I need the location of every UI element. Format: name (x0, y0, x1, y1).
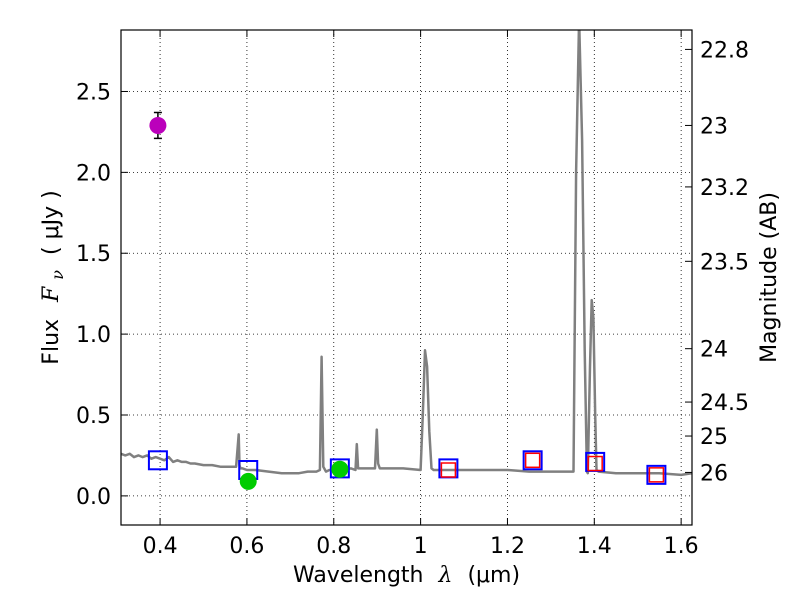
sed-model-line (121, 30, 692, 477)
observed-nir-square (587, 455, 603, 472)
y-tick-label: 1.5 (76, 242, 111, 267)
y-tick-label: 2.0 (76, 161, 111, 186)
model-photometry-square (522, 450, 543, 471)
y2-tick-label: 26 (700, 461, 728, 486)
y2-tick-label: 23 (700, 114, 728, 139)
y-tick-label: 2.5 (76, 80, 111, 105)
marker-layer (147, 111, 667, 490)
y-axis-label-symbol: F (39, 286, 64, 303)
model-photometry-square (646, 464, 667, 485)
y-tick-label: 0.5 (76, 404, 111, 429)
y-axis-label-unit: ( μJy ) (39, 190, 64, 255)
x-axis-label-text: Wavelength (293, 563, 424, 588)
model-photometry-square (147, 450, 168, 471)
grid (121, 30, 692, 525)
x-axis-label-unit: (μm) (467, 563, 520, 588)
y-tick-label: 0.0 (76, 485, 111, 510)
y-axis-label-subscript: ν (48, 270, 67, 280)
observed-nir-square (648, 467, 665, 483)
observed-nir-square (440, 462, 457, 478)
ticks: 0.4 0.6 0.8 1 1.2 1.4 1.6 0.0 0.5 1.0 1.5 2.0 2.5 22.… (76, 30, 749, 559)
x-tick-label: 0.4 (143, 534, 178, 559)
y2-tick-label: 25 (700, 425, 728, 450)
data-point (149, 116, 167, 134)
x-axis-label-symbol: λ (437, 563, 452, 588)
y-axis-label-text: Flux (39, 319, 64, 365)
x-tick-label: 1.2 (490, 534, 525, 559)
y2-tick-label: 23.2 (700, 176, 749, 201)
sed-line-layer (121, 30, 692, 477)
x-tick-label: 1.4 (577, 534, 612, 559)
x-tick-label: 0.6 (229, 534, 264, 559)
plot-frame (120, 29, 693, 526)
y2-tick-label: 22.8 (700, 38, 749, 63)
y-tick-label: 1.0 (76, 323, 111, 348)
x-tick-label: 0.8 (316, 534, 351, 559)
x-axis-label: Wavelength λ (μm) (293, 563, 520, 588)
data-point (239, 472, 257, 490)
observed-nir-square (524, 452, 541, 469)
y-axis-label: Flux F ν ( μJy ) (39, 190, 69, 364)
y2-tick-label: 23.5 (700, 250, 749, 275)
data-point (331, 460, 349, 478)
y2-tick-label: 24 (700, 338, 728, 363)
x-tick-label: 1.6 (664, 534, 699, 559)
y2-axis-label: Magnitude (AB) (757, 192, 782, 363)
x-tick-label: 1 (414, 534, 428, 559)
y2-tick-label: 24.5 (700, 391, 749, 416)
